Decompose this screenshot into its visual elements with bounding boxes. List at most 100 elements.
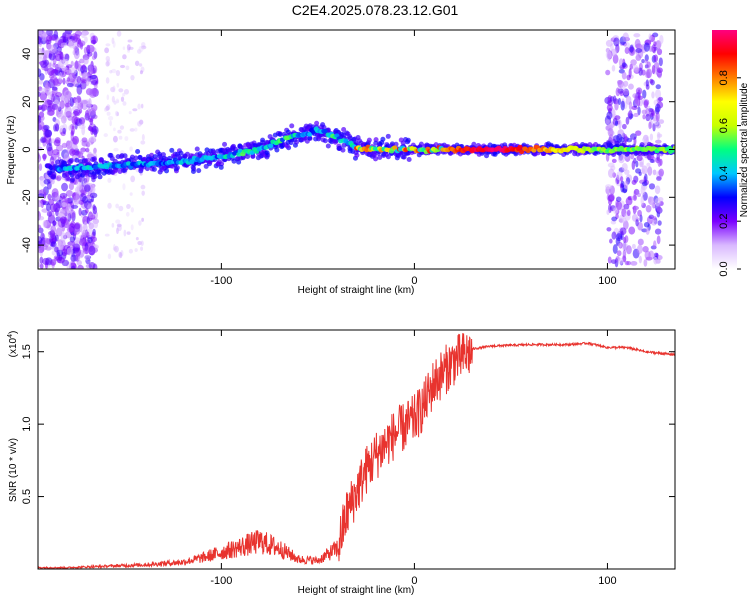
spectrogram-cell [141,190,145,196]
spectrogram-cell [141,134,145,141]
spectrogram-cell [88,213,95,219]
spectrogram-cell [624,47,630,54]
spectrogram-cell [109,120,112,127]
spectrogram-cell [113,245,119,253]
spectrogram-cell [38,154,42,163]
spectrogram-cell [633,190,637,201]
spectrogram-cell [622,123,627,130]
spectrogram-cell [636,244,643,254]
spectrogram-cell [66,82,74,88]
spectrogram-cell [657,96,664,102]
spectrogram-cell [289,123,295,129]
spectrogram-cell [314,120,320,126]
spectrogram-cell [619,227,627,236]
spectrogram-cell [211,149,217,155]
spectrogram-cell [110,86,116,93]
spectrogram-cell [249,150,255,155]
spectrogram-cell [88,108,97,116]
spectrogram-cell [194,146,200,152]
spectrogram-cell [38,163,43,171]
spectrogram-cell [82,229,87,238]
spectrogram-cell [130,224,134,231]
spectrogram-cell [113,244,116,251]
spectrogram-cell [116,111,119,117]
y-tick-label: 1.5 [21,344,33,359]
spectrogram-cell [646,162,651,167]
spectrogram-cell [141,217,145,222]
spectrogram-cell [615,201,623,210]
spectrogram-cell [130,207,134,213]
spectrogram-cell [93,84,98,89]
spectrogram-y-axis-label: Frequency (Hz) [6,116,17,185]
spectrogram-cell [90,80,99,86]
spectrogram-cell [111,68,117,74]
spectrogram-cell [78,265,83,269]
colorbar-tick-label: 0.4 [718,166,730,181]
spectrogram-cell [79,42,84,50]
spectrogram-cell [608,168,615,179]
spectrogram-cell [68,157,74,163]
spectrogram-cell [606,111,613,120]
spectrogram-cell [622,32,629,42]
spectrogram-cell [140,240,144,246]
spectrogram-cell [39,91,48,101]
spectrogram-cell [106,111,111,116]
spectrogram-cell [63,89,72,100]
spectrogram-cell [128,46,134,50]
spectrogram-cell [649,78,654,84]
spectrogram-cell [137,155,143,161]
spectrogram-cell [72,243,81,252]
spectrogram-cell [46,109,55,116]
spectrogram-cell [62,58,69,66]
spectrogram-cell [42,257,50,266]
spectrogram-cell [67,115,73,121]
spectrogram-cell [634,95,639,104]
spectrogram-cell [47,90,53,100]
spectrogram-cell [120,249,124,257]
x-tick-label: 0 [411,275,417,287]
spectrogram-cell [42,124,50,131]
spectrogram-cell [133,155,139,161]
spectrogram-cell [115,98,120,104]
spectrogram-cell [654,228,662,235]
spectrogram-cell [91,55,97,60]
spectrogram-cell [623,89,629,96]
spectrogram-cell [141,45,147,50]
spectrogram-cell [44,59,49,66]
spectrogram-cell [611,231,617,240]
spectrogram-cell [627,195,632,201]
spectrogram-cell [90,39,97,45]
spectrogram-cell [38,243,45,254]
spectrogram-cell [46,35,53,42]
spectrogram-cell [178,150,184,156]
spectrogram-cell [86,215,90,224]
spectrogram-cell [47,193,52,201]
spectrogram-cell [655,84,661,90]
spectrogram-cell [104,107,108,112]
spectrogram-cell [140,184,146,190]
spectrogram-cell [38,36,42,45]
spectrogram-cell [631,160,636,170]
spectrogram-cell [627,112,631,117]
spectrogram-cell [620,180,625,188]
spectrogram-cell [274,147,280,153]
spectrogram-cell [630,133,637,140]
spectrogram-cell [638,171,642,176]
spectrogram-cell [606,209,610,215]
spectrogram-cell [645,227,650,235]
spectrogram-cell [47,67,55,76]
spectrogram-cell [612,244,618,254]
spectrogram-cell [615,87,621,97]
spectrogram-cell [125,211,130,217]
spectrogram-cell [106,59,111,66]
spectrogram-cell [43,178,51,185]
spectrogram-cell [55,159,61,165]
spectrogram-cell [83,184,91,192]
spectrogram-cell [78,159,84,165]
colorbar-gradient [712,30,737,269]
spectrogram-cell [611,158,617,163]
spectrogram-cell [654,89,662,100]
spectrogram-cell [613,37,620,47]
spectrogram-cell [218,164,224,170]
spectrogram-cell [325,143,331,149]
